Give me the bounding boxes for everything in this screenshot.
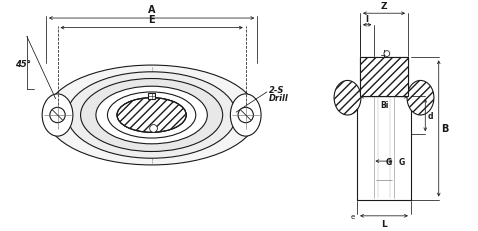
Text: L: L [381, 219, 387, 228]
Text: Z: Z [381, 2, 387, 11]
Text: I: I [366, 15, 369, 24]
Circle shape [384, 52, 390, 57]
Ellipse shape [42, 94, 73, 137]
Circle shape [150, 125, 157, 133]
Ellipse shape [67, 73, 236, 158]
Text: Drill: Drill [269, 93, 289, 102]
Bar [360, 58, 408, 96]
Text: d: d [427, 111, 433, 120]
Text: B: B [442, 124, 449, 134]
Ellipse shape [96, 87, 207, 144]
Text: 2-S: 2-S [269, 85, 284, 94]
Text: e: e [351, 213, 355, 219]
Text: 45°: 45° [15, 59, 31, 68]
Circle shape [238, 108, 253, 123]
Ellipse shape [81, 79, 223, 152]
Ellipse shape [117, 98, 186, 133]
Text: Bi: Bi [380, 100, 388, 109]
Text: A: A [148, 5, 155, 15]
Ellipse shape [108, 93, 196, 138]
Text: M: M [393, 77, 402, 86]
Circle shape [50, 108, 65, 123]
Ellipse shape [230, 94, 261, 137]
Ellipse shape [407, 81, 434, 116]
Ellipse shape [334, 81, 361, 116]
Ellipse shape [46, 66, 257, 165]
Ellipse shape [117, 98, 186, 133]
Text: E: E [148, 15, 155, 25]
Text: G: G [398, 157, 405, 166]
Bar [148, 94, 155, 99]
Text: G: G [386, 157, 392, 166]
Text: N: N [367, 77, 374, 86]
